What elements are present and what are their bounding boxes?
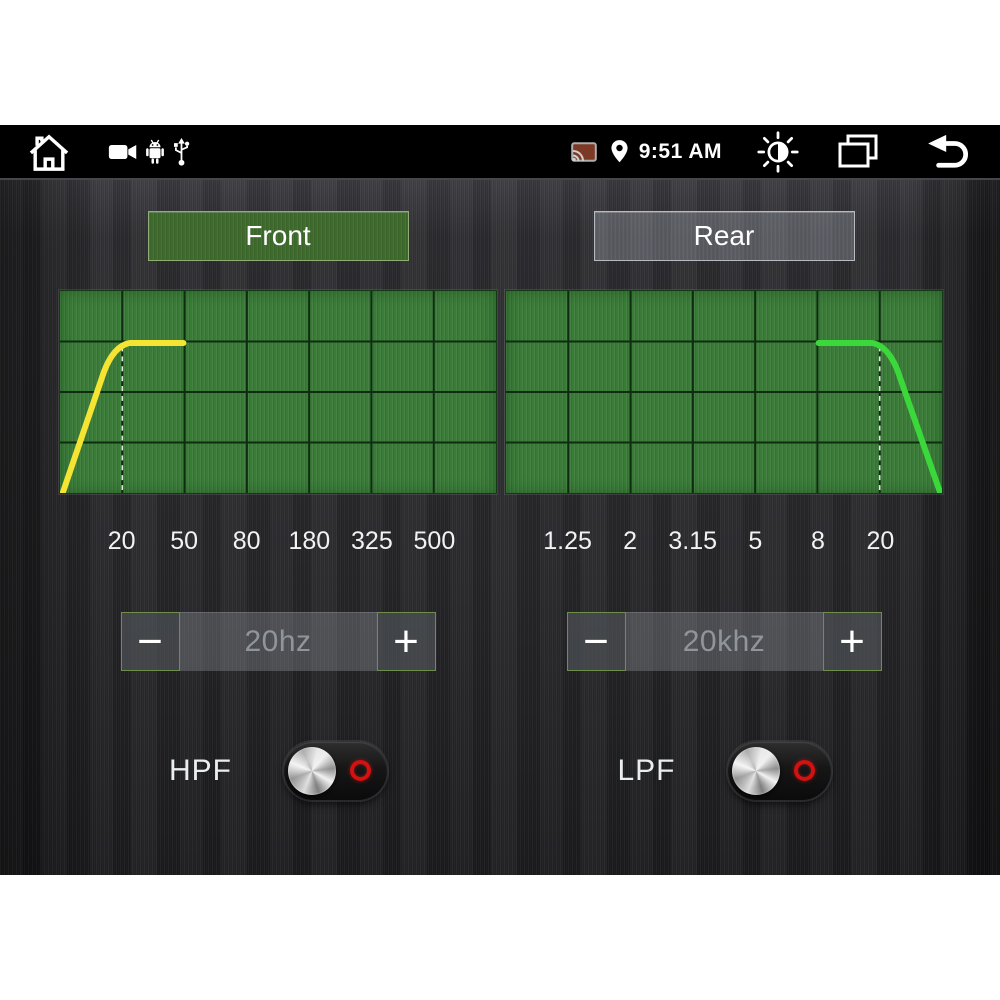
chart-grid (506, 291, 942, 493)
freq-tick-label: 50 (170, 527, 198, 555)
lpf-label: LPF (617, 754, 676, 787)
lpf-power-indicator-icon (793, 760, 815, 781)
hpf-power-indicator-icon (350, 760, 371, 781)
front-hpf-chart (59, 290, 497, 494)
back-icon[interactable] (926, 133, 974, 171)
rear-frequency-decrease-button[interactable]: − (566, 612, 626, 671)
rear-lpf-curve (815, 340, 942, 493)
rear-filter-response-svg (506, 291, 942, 493)
hpf-label: HPF (169, 754, 232, 787)
rear-channel-button[interactable]: Rear (593, 211, 855, 261)
usb-icon (174, 137, 190, 166)
freq-tick-label: 180 (288, 527, 331, 555)
rear-frequency-increase-button[interactable]: + (822, 612, 882, 671)
rear-cutoff-value: 20khz (682, 624, 766, 658)
freq-tick-label: 80 (232, 527, 261, 555)
location-icon (611, 140, 628, 163)
home-icon[interactable] (26, 132, 72, 172)
rear-frequency-scale: 1.25 2 3.15 5 8 20 (505, 527, 943, 557)
front-frequency-increase-button[interactable]: + (376, 612, 436, 671)
chart-grid (60, 291, 496, 493)
crossover-settings-panel: Front Rear (0, 178, 1000, 875)
freq-tick-label: 2 (623, 527, 638, 555)
front-frequency-decrease-button[interactable]: − (120, 612, 180, 671)
freq-tick-label: 3.15 (668, 527, 718, 555)
front-frequency-scale: 20 50 80 180 325 500 (59, 527, 497, 557)
brightness-icon[interactable] (756, 130, 800, 174)
freq-tick-label: 500 (413, 527, 456, 555)
freq-tick-label: 325 (351, 527, 393, 555)
android-robot-icon (146, 139, 164, 164)
freq-tick-label: 20 (866, 527, 895, 555)
front-hpf-curve (60, 340, 187, 493)
hpf-toggle-switch[interactable] (284, 742, 387, 800)
rear-lpf-chart (505, 290, 943, 494)
lpf-toggle-knob[interactable] (731, 747, 780, 795)
clock: 9:51 AM (638, 139, 722, 163)
freq-tick-label: 1.25 (543, 527, 592, 555)
status-bar: 9:51 AM (0, 125, 1000, 178)
lpf-toggle-switch[interactable] (727, 742, 831, 800)
front-channel-button[interactable]: Front (147, 211, 409, 261)
cast-icon (570, 141, 597, 162)
freq-tick-label: 8 (810, 527, 825, 555)
camcorder-icon (108, 144, 137, 159)
hpf-toggle-knob[interactable] (288, 747, 336, 795)
freq-tick-label: 5 (748, 527, 763, 555)
front-cutoff-value: 20hz (244, 624, 312, 658)
recent-apps-icon[interactable] (836, 134, 880, 170)
freq-tick-label: 20 (107, 527, 136, 555)
head-unit-screen: 9:51 AM (0, 125, 1000, 875)
front-cutoff-stepper: − 20hz + (120, 612, 436, 671)
rear-cutoff-stepper: − 20khz + (566, 612, 882, 671)
front-filter-response-svg (60, 291, 496, 493)
